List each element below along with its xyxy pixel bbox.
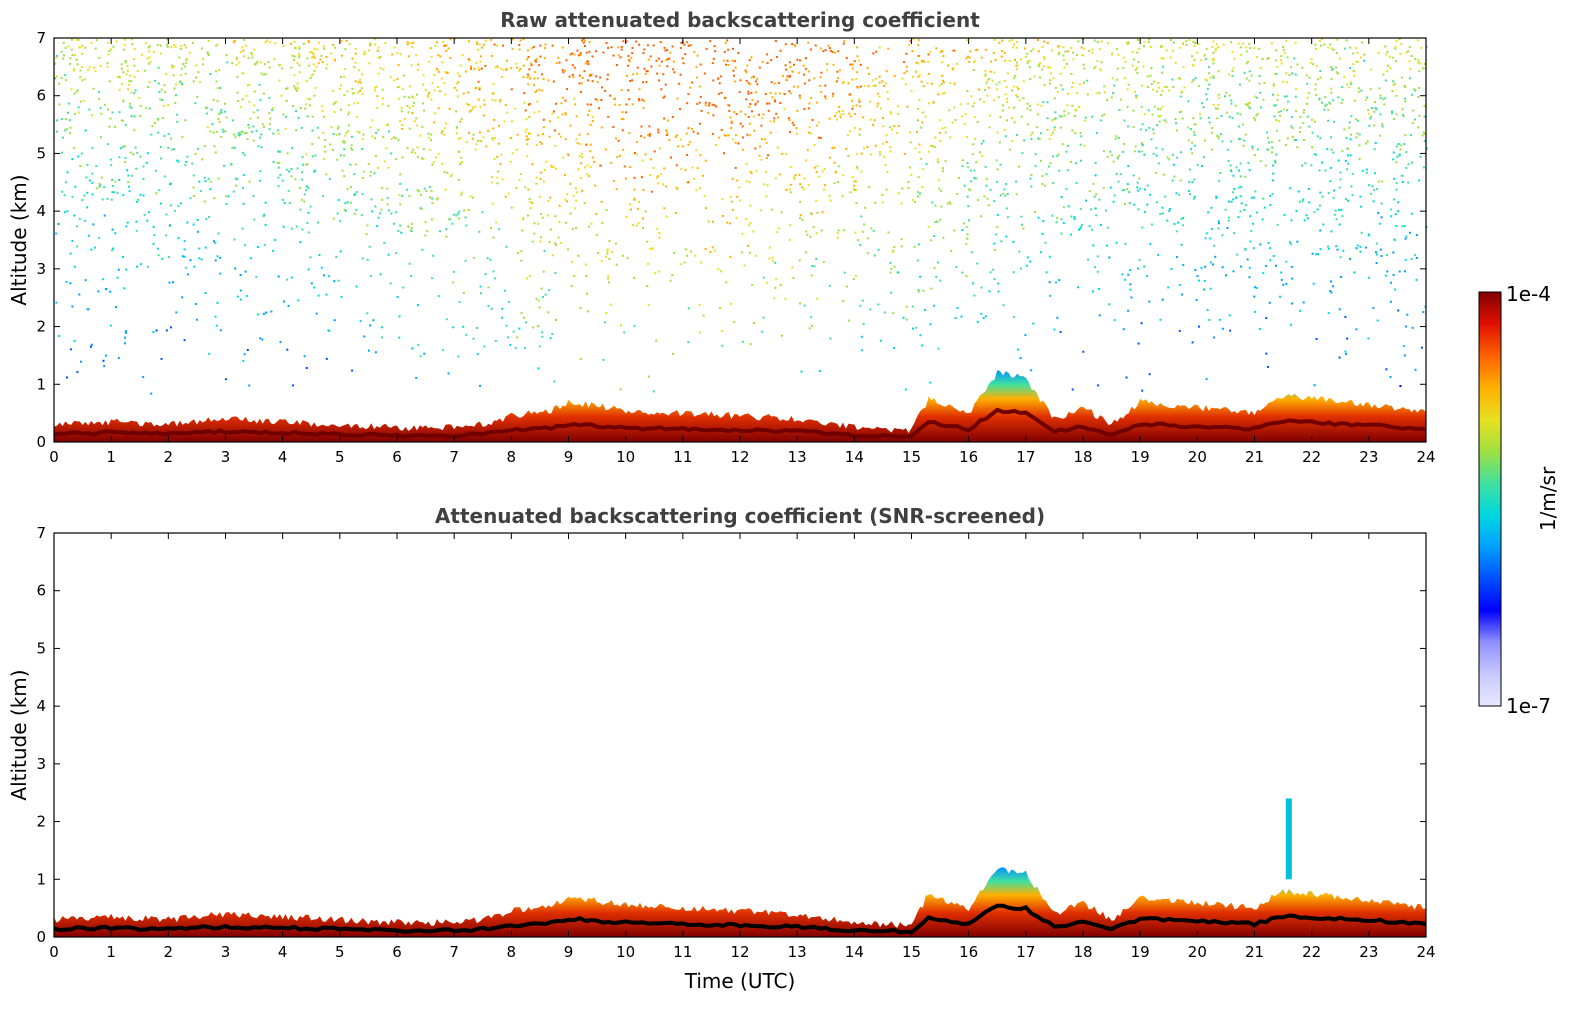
surface-layer-line [53, 903, 1427, 935]
y-tick-label: 2 [36, 318, 46, 336]
x-tick-label: 0 [49, 448, 59, 466]
x-tick-label: 6 [392, 943, 402, 961]
x-tick-label: 10 [616, 448, 635, 466]
raw-backscatter-panel: Raw attenuated backscattering coefficien… [7, 8, 1436, 466]
y-tick-label: 0 [36, 928, 46, 946]
y-tick-label: 5 [36, 144, 46, 162]
screened-backscatter-heatmap [53, 798, 1427, 937]
x-axis: 0 1 2 3 4 5 6 7 8 9 10 11 12 13 14 15 16 17 18 19 20 21 22 23 24 [49, 38, 1436, 466]
x-tick-label: 4 [278, 943, 288, 961]
y-tick-label: 3 [36, 755, 46, 773]
x-tick-label: 1 [106, 943, 116, 961]
x-tick-label: 18 [1073, 943, 1092, 961]
x-tick-label: 22 [1302, 448, 1321, 466]
colorbar-unit-label: 1/m/sr [1536, 466, 1560, 531]
x-tick-label: 12 [730, 448, 749, 466]
x-tick-label: 22 [1302, 943, 1321, 961]
y-axis-label: Altitude (km) [7, 174, 31, 305]
x-tick-label: 23 [1359, 943, 1378, 961]
x-tick-label: 9 [564, 943, 574, 961]
y-tick-label: 4 [36, 697, 46, 715]
plume-mark [1285, 798, 1292, 880]
x-tick-label: 16 [959, 943, 978, 961]
x-tick-label: 8 [507, 943, 517, 961]
x-tick-label: 8 [507, 448, 517, 466]
x-tick-label: 19 [1131, 943, 1150, 961]
x-tick-label: 11 [673, 943, 692, 961]
y-tick-label: 6 [36, 582, 46, 600]
x-tick-label: 20 [1188, 448, 1207, 466]
x-tick-label: 21 [1245, 448, 1264, 466]
y-axis: 0 1 2 3 4 5 6 7 [36, 524, 1426, 946]
x-tick-label: 2 [164, 943, 174, 961]
x-tick-label: 11 [673, 448, 692, 466]
x-tick-label: 3 [221, 448, 231, 466]
x-tick-label: 24 [1416, 943, 1435, 961]
x-tick-label: 4 [278, 448, 288, 466]
x-axis-label: Time (UTC) [684, 969, 796, 993]
y-tick-label: 3 [36, 260, 46, 278]
x-tick-label: 5 [335, 943, 345, 961]
x-tick-label: 16 [959, 448, 978, 466]
boundary-layer-area [54, 867, 1426, 937]
x-tick-label: 17 [1016, 448, 1035, 466]
x-tick-label: 14 [845, 943, 864, 961]
y-tick-label: 1 [36, 375, 46, 393]
x-tick-label: 17 [1016, 943, 1035, 961]
x-tick-label: 18 [1073, 448, 1092, 466]
y-tick-label: 5 [36, 639, 46, 657]
y-tick-label: 4 [36, 202, 46, 220]
y-axis: 0 1 2 3 4 5 6 7 [36, 29, 1426, 451]
y-axis-label: Altitude (km) [7, 669, 31, 800]
boundary-layer-area [54, 370, 1426, 442]
y-tick-label: 7 [36, 524, 46, 542]
x-tick-label: 15 [902, 943, 921, 961]
x-tick-label: 9 [564, 448, 574, 466]
x-tick-label: 15 [902, 448, 921, 466]
x-tick-label: 7 [449, 448, 459, 466]
screened-backscatter-panel: Attenuated backscattering coefficient (S… [7, 504, 1436, 993]
chart-title: Raw attenuated backscattering coefficien… [500, 8, 980, 32]
surface-layer-line [53, 407, 1427, 439]
y-tick-label: 0 [36, 433, 46, 451]
colorbar: 1e-4 1e-7 1/m/sr [1478, 282, 1560, 718]
x-tick-label: 5 [335, 448, 345, 466]
x-tick-label: 1 [106, 448, 116, 466]
x-tick-label: 7 [449, 943, 459, 961]
plot-frame [53, 532, 1427, 938]
chart-title: Attenuated backscattering coefficient (S… [435, 504, 1045, 528]
y-tick-label: 6 [36, 87, 46, 105]
y-tick-label: 1 [36, 870, 46, 888]
x-tick-label: 19 [1131, 448, 1150, 466]
y-tick-label: 2 [36, 813, 46, 831]
x-tick-label: 10 [616, 943, 635, 961]
colorbar-max-label: 1e-4 [1506, 282, 1551, 306]
x-tick-label: 12 [730, 943, 749, 961]
x-tick-label: 0 [49, 943, 59, 961]
y-tick-label: 7 [36, 29, 46, 47]
x-tick-label: 3 [221, 943, 231, 961]
raw-backscatter-heatmap [53, 38, 1428, 442]
x-tick-label: 13 [788, 448, 807, 466]
x-tick-label: 21 [1245, 943, 1264, 961]
x-tick-label: 14 [845, 448, 864, 466]
x-tick-label: 2 [164, 448, 174, 466]
colorbar-min-label: 1e-7 [1506, 694, 1551, 718]
x-tick-label: 24 [1416, 448, 1435, 466]
x-tick-label: 13 [788, 943, 807, 961]
x-tick-label: 6 [392, 448, 402, 466]
x-tick-label: 20 [1188, 943, 1207, 961]
colorbar-gradient [1478, 291, 1502, 707]
background-noise [54, 38, 1428, 395]
x-tick-label: 23 [1359, 448, 1378, 466]
x-axis: 0 1 2 3 4 5 6 7 8 9 10 11 12 13 14 15 16 17 18 19 20 21 22 23 24 [49, 533, 1436, 961]
